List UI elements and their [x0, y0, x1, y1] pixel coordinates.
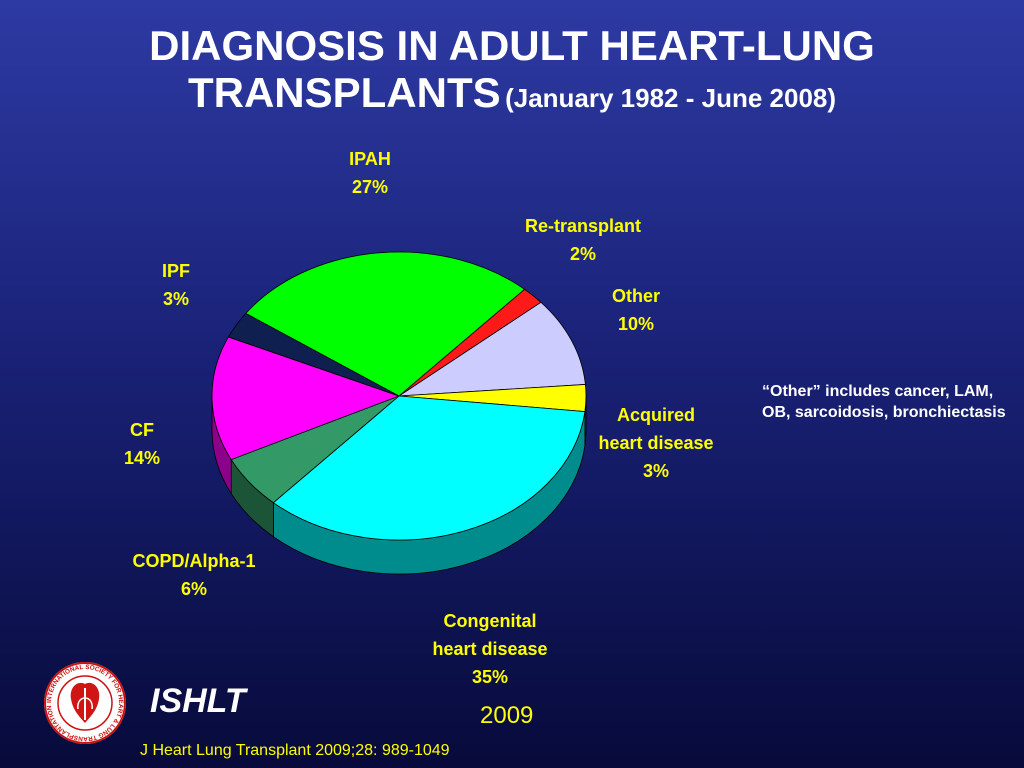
slide-title: DIAGNOSIS IN ADULT HEART-LUNG TRANSPLANT…	[0, 22, 1024, 116]
pie-label-text: IPF	[161, 261, 191, 281]
pie-label-ipf: IPF 3%	[162, 257, 190, 313]
pie-label-text: IPAH	[349, 149, 391, 169]
pie-label-text: heart disease	[432, 639, 548, 659]
pie-label-re-transplant: Re-transplant 2%	[525, 212, 641, 268]
pie-label-text: heart disease	[598, 433, 714, 453]
ishlt-label: ISHLT	[150, 682, 246, 720]
pie-label-text: COPD/Alpha-1	[132, 551, 256, 571]
pie-slice-ipf	[227, 312, 400, 397]
pie-label-value: 2%	[569, 244, 597, 264]
pie-label-value: 6%	[180, 579, 208, 599]
other-footnote: “Other” includes cancer, LAM, OB, sarcoi…	[762, 383, 1006, 421]
pie-label-text: CF	[130, 420, 154, 440]
pie-label-cf: CF 14%	[124, 416, 160, 472]
pie-slice-ipah	[245, 251, 526, 397]
pie-label-copd-alpha-1: COPD/Alpha-1 6%	[132, 547, 255, 603]
pie-slice-congenital-heart-disease	[272, 395, 586, 541]
pie-slice-cf	[211, 336, 401, 461]
title-line-2-wrap: TRANSPLANTS (January 1982 - June 2008)	[0, 69, 1024, 116]
title-line-2: TRANSPLANTS	[187, 69, 501, 117]
pie-label-text: Other	[611, 286, 661, 306]
pie-label-value: 27%	[351, 177, 389, 197]
pie-label-text: Re-transplant	[524, 216, 642, 236]
pie-label-value: 14%	[123, 448, 161, 468]
citation: J Heart Lung Transplant 2009;28: 989-104…	[140, 742, 450, 759]
pie-label-value: 3%	[642, 461, 670, 481]
pie-top-faces	[211, 251, 587, 541]
title-line-1: DIAGNOSIS IN ADULT HEART-LUNG	[149, 22, 875, 69]
title-subtitle: (January 1982 - June 2008)	[505, 83, 837, 114]
pie-label-value: 3%	[162, 289, 190, 309]
pie-slice-other	[397, 301, 586, 397]
ishlt-logo: INTERNATIONAL SOCIETY FOR HEART & LUNG T…	[44, 662, 126, 744]
pie-label-text: Acquired	[616, 405, 696, 425]
pie-label-value: 10%	[617, 314, 655, 334]
pie-label-acquired-heart-disease: Acquired heart disease 3%	[598, 401, 713, 485]
year-label: 2009	[480, 702, 534, 729]
pie-label-value: 35%	[471, 667, 509, 687]
pie-label-other: Other 10%	[612, 282, 660, 338]
pie-label-ipah: IPAH 27%	[349, 145, 391, 201]
pie-label-congenital-heart-disease: Congenital heart disease 35%	[432, 607, 547, 691]
pie-label-text: Congenital	[443, 611, 537, 631]
